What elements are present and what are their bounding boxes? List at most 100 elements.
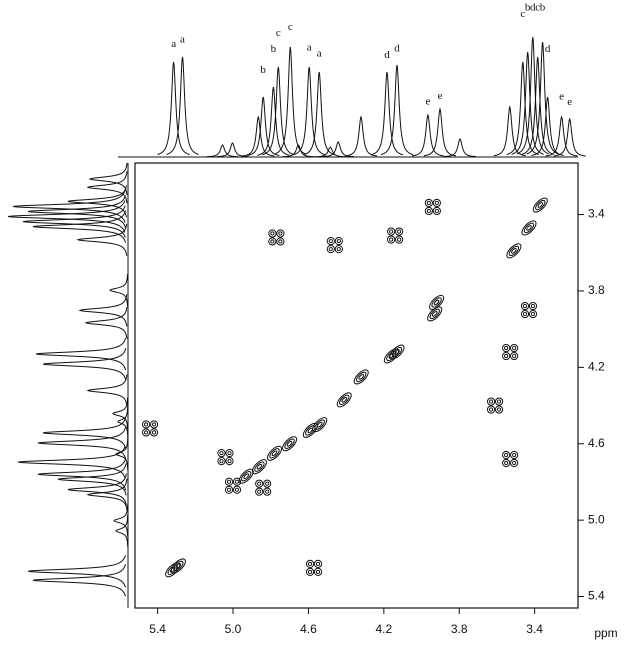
cross-peak bbox=[487, 398, 502, 413]
contour bbox=[268, 447, 280, 459]
contour bbox=[398, 230, 401, 233]
contour bbox=[258, 490, 261, 493]
contour bbox=[513, 346, 516, 349]
y-tick-label: 4.6 bbox=[588, 436, 605, 450]
cross-peak bbox=[218, 450, 233, 465]
contour bbox=[269, 238, 276, 245]
contour bbox=[265, 444, 284, 463]
top-projection-peak bbox=[412, 115, 444, 156]
diagonal-peak bbox=[505, 242, 524, 261]
contour bbox=[495, 398, 502, 405]
x-tick-label: 3.4 bbox=[526, 622, 543, 636]
contour bbox=[505, 354, 508, 357]
cross-peak bbox=[425, 199, 440, 214]
contour bbox=[425, 207, 432, 214]
peak-label: d bbox=[545, 43, 551, 55]
diagonal-peak bbox=[520, 219, 539, 238]
plot-frame bbox=[135, 163, 578, 608]
contour bbox=[142, 421, 149, 428]
contour bbox=[497, 400, 500, 403]
contour bbox=[142, 429, 149, 436]
left-projection-peak bbox=[88, 375, 127, 407]
contour bbox=[335, 390, 354, 409]
contour bbox=[228, 452, 231, 455]
top-projection-peak bbox=[444, 139, 476, 157]
contour bbox=[150, 429, 157, 436]
contour bbox=[235, 488, 238, 491]
y-tick-label: 5.0 bbox=[588, 512, 605, 526]
contour bbox=[225, 486, 232, 493]
contour bbox=[529, 310, 536, 317]
cross-peak bbox=[256, 480, 271, 495]
contour bbox=[531, 304, 534, 307]
contour bbox=[390, 238, 393, 241]
contour bbox=[218, 450, 225, 457]
top-projection-peak bbox=[494, 107, 526, 156]
contour bbox=[511, 451, 518, 458]
contour bbox=[264, 488, 271, 495]
peak-label: d bbox=[394, 43, 400, 55]
contour bbox=[306, 568, 313, 575]
contour bbox=[256, 480, 263, 487]
contour bbox=[279, 232, 282, 235]
contour bbox=[503, 451, 510, 458]
contour bbox=[388, 236, 395, 243]
contour bbox=[329, 248, 332, 251]
peak-label: a bbox=[307, 41, 312, 53]
contour bbox=[355, 371, 367, 383]
cross-peak bbox=[269, 230, 284, 245]
contour bbox=[505, 461, 508, 464]
left-projection-peak bbox=[68, 185, 127, 217]
contour bbox=[396, 228, 403, 235]
contour bbox=[435, 209, 438, 212]
contour bbox=[523, 222, 535, 234]
peak-label: a bbox=[171, 38, 176, 50]
contour bbox=[390, 230, 393, 233]
contour bbox=[277, 230, 284, 237]
cross-peak bbox=[503, 344, 518, 359]
peak-label: c bbox=[276, 27, 281, 39]
diagonal-peak bbox=[265, 444, 284, 463]
contour bbox=[429, 308, 441, 320]
contour bbox=[220, 452, 223, 455]
contour bbox=[385, 350, 397, 362]
diagonal-peak bbox=[280, 434, 299, 453]
x-axis-label: ppm bbox=[594, 626, 617, 640]
contour bbox=[487, 406, 494, 413]
contour bbox=[433, 207, 440, 214]
contour bbox=[152, 431, 155, 434]
contour bbox=[166, 564, 178, 576]
x-tick-label: 3.8 bbox=[451, 622, 468, 636]
contour bbox=[308, 570, 311, 573]
peak-label: a bbox=[317, 48, 322, 60]
contour bbox=[338, 394, 350, 406]
contour bbox=[152, 423, 155, 426]
contour bbox=[425, 199, 432, 206]
contour bbox=[489, 400, 492, 403]
y-tick-label: 3.8 bbox=[588, 283, 605, 297]
contour bbox=[513, 453, 516, 456]
peak-label: e bbox=[438, 90, 443, 102]
left-projection-peak bbox=[80, 294, 127, 326]
contour bbox=[352, 368, 371, 387]
cross-peak bbox=[306, 560, 321, 575]
contour bbox=[258, 482, 261, 485]
contour bbox=[511, 459, 518, 466]
contour bbox=[495, 406, 502, 413]
contour bbox=[503, 344, 510, 351]
chart: ppm 5.45.04.64.23.83.43.43.84.24.65.05.4… bbox=[0, 0, 628, 649]
contour bbox=[337, 248, 340, 251]
contour bbox=[487, 398, 494, 405]
contour bbox=[505, 453, 508, 456]
top-projection-peak bbox=[217, 143, 249, 157]
left-projection-peak bbox=[78, 224, 127, 256]
contour bbox=[329, 240, 332, 243]
left-projection-peak bbox=[18, 446, 125, 478]
contour bbox=[531, 196, 550, 215]
contour bbox=[269, 230, 276, 237]
contour bbox=[218, 458, 225, 465]
contour bbox=[335, 246, 342, 253]
peak-label: e bbox=[567, 96, 572, 108]
contour bbox=[489, 408, 492, 411]
diagonal-peak bbox=[163, 560, 182, 579]
